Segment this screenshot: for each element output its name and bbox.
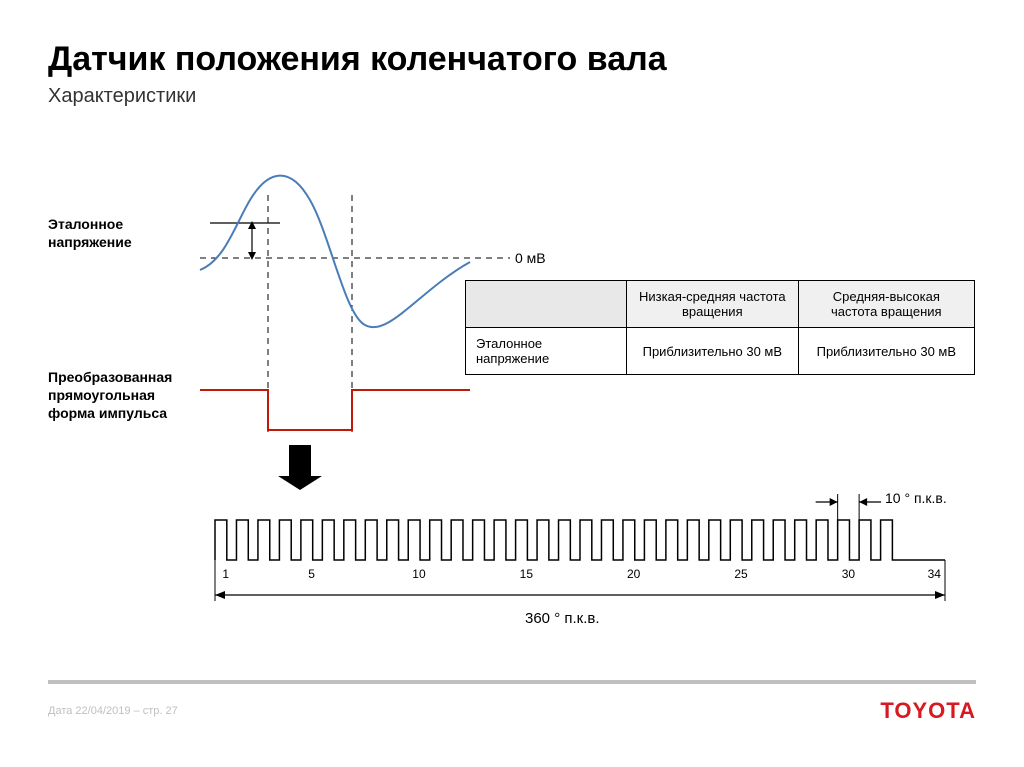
brand-logo: TOYOTA [880, 698, 976, 724]
pulse-train: 15101520253034 [0, 460, 1024, 660]
footer-divider [48, 680, 976, 684]
col-low-mid: Низкая-средняя частота вращения [627, 281, 799, 328]
label-tooth-angle: 10 ° п.к.в. [885, 490, 947, 506]
voltage-table: Низкая-средняя частота вращения Средняя-… [465, 280, 975, 375]
svg-text:34: 34 [928, 567, 942, 581]
svg-text:20: 20 [627, 567, 641, 581]
col-mid-high: Средняя-высокая частота вращения [798, 281, 974, 328]
svg-text:25: 25 [734, 567, 748, 581]
svg-text:10: 10 [412, 567, 426, 581]
svg-text:15: 15 [520, 567, 534, 581]
cell-low-mid: Приблизительно 30 мВ [627, 328, 799, 375]
waveform-diagram [0, 0, 1024, 500]
svg-text:1: 1 [222, 567, 229, 581]
svg-text:5: 5 [308, 567, 315, 581]
cell-mid-high: Приблизительно 30 мВ [798, 328, 974, 375]
svg-text:30: 30 [842, 567, 856, 581]
footer-date: Дата 22/04/2019 – стр. 27 [48, 705, 178, 717]
row-label: Эталонное напряжение [466, 328, 627, 375]
label-full-rev: 360 ° п.к.в. [525, 610, 600, 627]
